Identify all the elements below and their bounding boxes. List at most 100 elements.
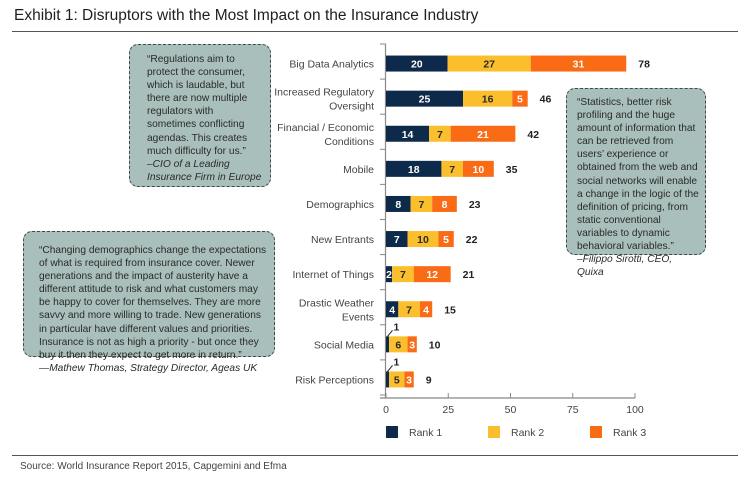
- bar-segment-rank-3: [512, 90, 528, 107]
- legend-swatch: [386, 426, 398, 438]
- bar-value-label: 7: [418, 199, 424, 211]
- bar-value-label: 7: [449, 164, 455, 176]
- bar-value-label: 4: [389, 304, 395, 316]
- exhibit-title: Exhibit 1: Disruptors with the Most Impa…: [14, 7, 479, 24]
- bar-segment-rank-1: [386, 371, 390, 388]
- category-labels: Big Data Analytics Increased Regulatory Ov…: [274, 59, 375, 387]
- legend-label: Rank 1: [409, 427, 442, 439]
- quote-text: “Statistics, better risk profiling and t…: [577, 97, 699, 253]
- bar-total-label: 15: [444, 304, 456, 316]
- axes: 0 25 50 75 100: [380, 43, 644, 416]
- bar-value-label: 5: [517, 94, 523, 106]
- legend-label: Rank 2: [511, 427, 544, 439]
- category-label: Social Media: [314, 339, 374, 351]
- bar-segment-rank-3: [413, 266, 451, 283]
- category-label-line: Oversight: [329, 101, 374, 113]
- category-label: Internet of Things: [292, 269, 374, 281]
- bar-total-label: 35: [506, 164, 518, 176]
- leader-line: [387, 365, 393, 372]
- bar-segment-rank-2: [407, 231, 439, 248]
- bar-total-label: 23: [469, 199, 481, 211]
- legend-item-rank-3: Rank 3: [590, 426, 646, 439]
- bar-segment-rank-1: [386, 195, 411, 212]
- bar-segment-rank-1: [386, 336, 390, 353]
- bar-segment-rank-1: [386, 231, 408, 248]
- category-label: Risk Perceptions: [295, 374, 374, 386]
- bar-value-label: 10: [417, 234, 429, 246]
- bar-value-label: 14: [402, 129, 414, 141]
- category-label-line: Risk Perceptions: [295, 374, 374, 386]
- quote-text: “Regulations aim to protect the consumer…: [147, 54, 248, 157]
- bar-segment-rank-2: [398, 301, 420, 318]
- category-label: Financial / Economic Conditions: [277, 122, 374, 148]
- category-label-line: Increased Regulatory: [274, 87, 375, 99]
- bar-value-label: 1: [394, 321, 400, 333]
- bar-value-label: 7: [437, 129, 443, 141]
- bar-segment-rank-3: [432, 195, 457, 212]
- x-tick-label: 25: [442, 404, 454, 416]
- leader-line: [387, 330, 393, 337]
- x-tick-label: 100: [626, 404, 644, 416]
- bar-segment-rank-2: [463, 90, 513, 107]
- quote-attribution: –Filippo Sirotti, CEO, Quixa: [577, 254, 673, 279]
- bar-segment-rank-3: [438, 231, 454, 248]
- bar-segment-rank-1: [386, 125, 430, 142]
- quote-box-regulations: “Regulations aim to protect the consumer…: [129, 44, 271, 187]
- bar-segment-rank-1: [386, 266, 393, 283]
- category-label-line: Social Media: [314, 339, 374, 351]
- bar-value-label: 5: [394, 374, 400, 386]
- bar-segment-rank-2: [447, 55, 531, 72]
- x-tick-label: 50: [505, 404, 517, 416]
- category-label-line: Events: [342, 311, 374, 323]
- category-label-line: Demographics: [306, 199, 374, 211]
- bar-total-label: 42: [527, 129, 539, 141]
- category-label-line: Big Data Analytics: [289, 59, 374, 71]
- category-label-line: Financial / Economic: [277, 122, 374, 134]
- bar-value-label: 6: [395, 339, 401, 351]
- bar-value-label: 25: [419, 94, 431, 106]
- category-label-line: Internet of Things: [292, 269, 374, 281]
- bar-value-label: 18: [408, 164, 420, 176]
- category-label: Drastic Weather Events: [299, 297, 375, 323]
- bar-value-label: 20: [411, 59, 423, 71]
- bar-segment-rank-3: [463, 160, 494, 177]
- legend-label: Rank 3: [613, 427, 646, 439]
- bar-segment-rank-3: [530, 55, 627, 72]
- category-label-line: Conditions: [324, 136, 374, 148]
- bar-segment-rank-2: [389, 371, 405, 388]
- footer-divider: [12, 455, 738, 456]
- bar-segment-rank-2: [410, 195, 433, 212]
- category-label-line: Drastic Weather: [299, 297, 375, 309]
- legend-item-rank-2: Rank 2: [488, 426, 544, 439]
- bar-total-label: 21: [463, 269, 475, 281]
- legend-swatch: [590, 426, 602, 438]
- bar-value-label: 3: [409, 339, 415, 351]
- quote-box-statistics: “Statistics, better risk profiling and t…: [566, 88, 706, 278]
- bar-value-label: 2: [386, 269, 392, 281]
- bar-value-label: 5: [443, 234, 449, 246]
- bar-segment-rank-2: [441, 160, 463, 177]
- category-label-line: Mobile: [343, 164, 374, 176]
- bar-value-label: 8: [442, 199, 448, 211]
- x-tick-label: 0: [383, 404, 389, 416]
- bar-value-label: 7: [400, 269, 406, 281]
- bar-value-label: 10: [473, 164, 485, 176]
- bar-total-label: 10: [429, 339, 441, 351]
- category-label: New Entrants: [311, 234, 374, 246]
- category-label-line: New Entrants: [311, 234, 374, 246]
- bar-value-label: 27: [483, 59, 495, 71]
- quote-text: “Changing demographics change the expect…: [39, 245, 267, 361]
- bar-segment-rank-3: [407, 336, 417, 353]
- bar-segment-rank-1: [386, 301, 399, 318]
- bar-value-label: 7: [406, 304, 412, 316]
- bar-segment-rank-1: [386, 55, 448, 72]
- bar-segment-rank-3: [404, 371, 414, 388]
- legend-item-rank-1: Rank 1: [386, 426, 442, 439]
- bar-segment-rank-2: [389, 336, 408, 353]
- title-divider: [12, 31, 738, 32]
- category-label: Increased Regulatory Oversight: [274, 87, 375, 113]
- bar-segment-rank-1: [386, 90, 463, 107]
- bar-value-label: 7: [394, 234, 400, 246]
